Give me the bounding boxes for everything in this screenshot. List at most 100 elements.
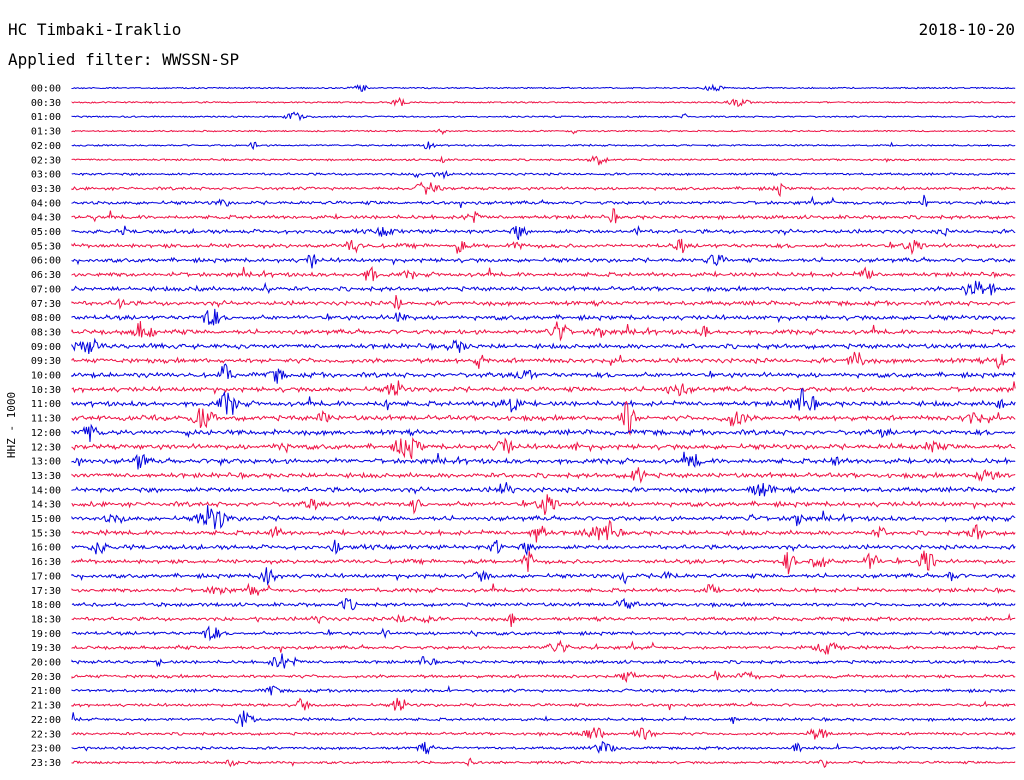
row-time-label: 07:30: [31, 299, 61, 310]
seismic-trace: [71, 757, 1016, 769]
seismic-trace: [71, 238, 1016, 256]
row-time-label: 23:00: [31, 744, 61, 755]
row-time-label: 18:30: [31, 614, 61, 625]
seismic-trace: [71, 639, 1016, 656]
channel-label: HHZ - 1000: [5, 392, 18, 458]
row-time-label: 13:00: [31, 457, 61, 468]
seismic-trace: [71, 155, 1016, 166]
seismic-trace: [71, 351, 1016, 370]
row-time-label: 05:00: [31, 227, 61, 238]
seismic-trace: [71, 597, 1016, 611]
seismic-trace: [71, 83, 1016, 92]
row-time-label: 09:30: [31, 356, 61, 367]
row-time-label: 12:00: [31, 428, 61, 439]
seismic-trace: [71, 380, 1016, 397]
seismic-trace: [71, 96, 1016, 108]
row-time-label: 08:00: [31, 313, 61, 324]
seismic-trace: [71, 225, 1016, 240]
row-time-label: 22:00: [31, 715, 61, 726]
row-time-label: 02:00: [31, 141, 61, 152]
seismic-trace: [71, 254, 1016, 269]
seismic-trace: [71, 208, 1016, 224]
seismic-trace: [71, 295, 1016, 311]
row-time-label: 01:30: [31, 127, 61, 138]
seismic-trace: [71, 710, 1016, 727]
filter-label: Applied filter: WWSSN-SP: [8, 50, 240, 69]
row-time-label: 16:00: [31, 543, 61, 554]
row-time-label: 16:30: [31, 557, 61, 568]
row-time-label: 05:30: [31, 241, 61, 252]
seismic-trace: [71, 111, 1016, 122]
seismic-trace: [71, 625, 1016, 642]
seismic-trace: [71, 400, 1016, 437]
row-time-label: 15:00: [31, 514, 61, 525]
row-time-label: 09:00: [31, 342, 61, 353]
row-time-label: 06:00: [31, 256, 61, 267]
seismic-trace: [71, 727, 1016, 741]
row-time-label: 08:30: [31, 327, 61, 338]
seismic-trace: [71, 670, 1016, 684]
seismic-trace: [71, 194, 1016, 209]
row-time-label: 23:30: [31, 758, 61, 769]
seismic-trace: [71, 582, 1016, 596]
seismic-trace: [71, 388, 1016, 415]
row-time-label: 21:00: [31, 686, 61, 697]
seismic-trace: [71, 550, 1016, 575]
seismic-trace: [71, 519, 1016, 543]
row-time-label: 14:30: [31, 500, 61, 511]
station-title: HC Timbaki-Iraklio: [8, 20, 182, 39]
row-time-label: 19:00: [31, 629, 61, 640]
seismic-trace: [71, 363, 1016, 384]
row-time-label: 15:30: [31, 528, 61, 539]
seismic-trace: [71, 451, 1016, 470]
row-time-label: 21:30: [31, 701, 61, 712]
seismic-trace: [71, 266, 1016, 282]
row-time-label: 04:30: [31, 213, 61, 224]
row-time-label: 10:00: [31, 371, 61, 382]
row-time-label: 19:30: [31, 643, 61, 654]
seismic-trace: [71, 337, 1016, 355]
row-time-label: 00:00: [31, 84, 61, 95]
seismic-trace: [71, 539, 1016, 557]
row-time-label: 02:30: [31, 155, 61, 166]
row-time-label: 18:00: [31, 600, 61, 611]
seismic-trace: [71, 482, 1016, 497]
row-time-label: 06:30: [31, 270, 61, 281]
row-time-label: 01:00: [31, 112, 61, 123]
seismic-trace: [71, 613, 1016, 628]
date-label: 2018-10-20: [918, 20, 1015, 39]
seismic-trace: [71, 567, 1016, 586]
row-time-label: 03:00: [31, 170, 61, 181]
row-time-label: 11:00: [31, 399, 61, 410]
seismic-trace: [71, 740, 1016, 755]
seismic-trace: [71, 141, 1016, 151]
row-time-label: 20:00: [31, 658, 61, 669]
row-time-label: 00:30: [31, 98, 61, 109]
row-time-label: 17:00: [31, 571, 61, 582]
row-time-label: 12:30: [31, 442, 61, 453]
seismic-trace: [71, 436, 1016, 459]
seismic-trace: [71, 494, 1016, 515]
seismic-trace: [71, 467, 1016, 484]
seismic-trace: [71, 505, 1016, 530]
row-time-label: 10:30: [31, 385, 61, 396]
row-time-label: 04:00: [31, 198, 61, 209]
seismic-trace: [71, 697, 1016, 711]
row-time-label: 03:30: [31, 184, 61, 195]
row-time-label: 07:00: [31, 284, 61, 295]
seismic-trace: [71, 280, 1016, 297]
seismic-trace: [71, 308, 1016, 326]
seismic-trace: [71, 170, 1016, 180]
row-time-label: 13:30: [31, 471, 61, 482]
row-time-label: 14:00: [31, 485, 61, 496]
seismic-trace: [71, 321, 1016, 342]
seismic-trace: [71, 685, 1016, 696]
row-time-label: 20:30: [31, 672, 61, 683]
row-time-label: 22:30: [31, 729, 61, 740]
seismic-trace: [71, 423, 1016, 442]
seismic-trace: [71, 653, 1016, 669]
seismic-trace: [71, 181, 1016, 198]
row-time-label: 17:30: [31, 586, 61, 597]
row-time-label: 11:30: [31, 414, 61, 425]
